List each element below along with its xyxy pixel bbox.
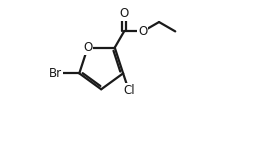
Text: Cl: Cl	[123, 84, 134, 97]
Text: Br: Br	[49, 67, 62, 80]
Text: O: O	[138, 25, 147, 38]
Text: O: O	[120, 7, 129, 20]
Text: O: O	[83, 41, 92, 54]
